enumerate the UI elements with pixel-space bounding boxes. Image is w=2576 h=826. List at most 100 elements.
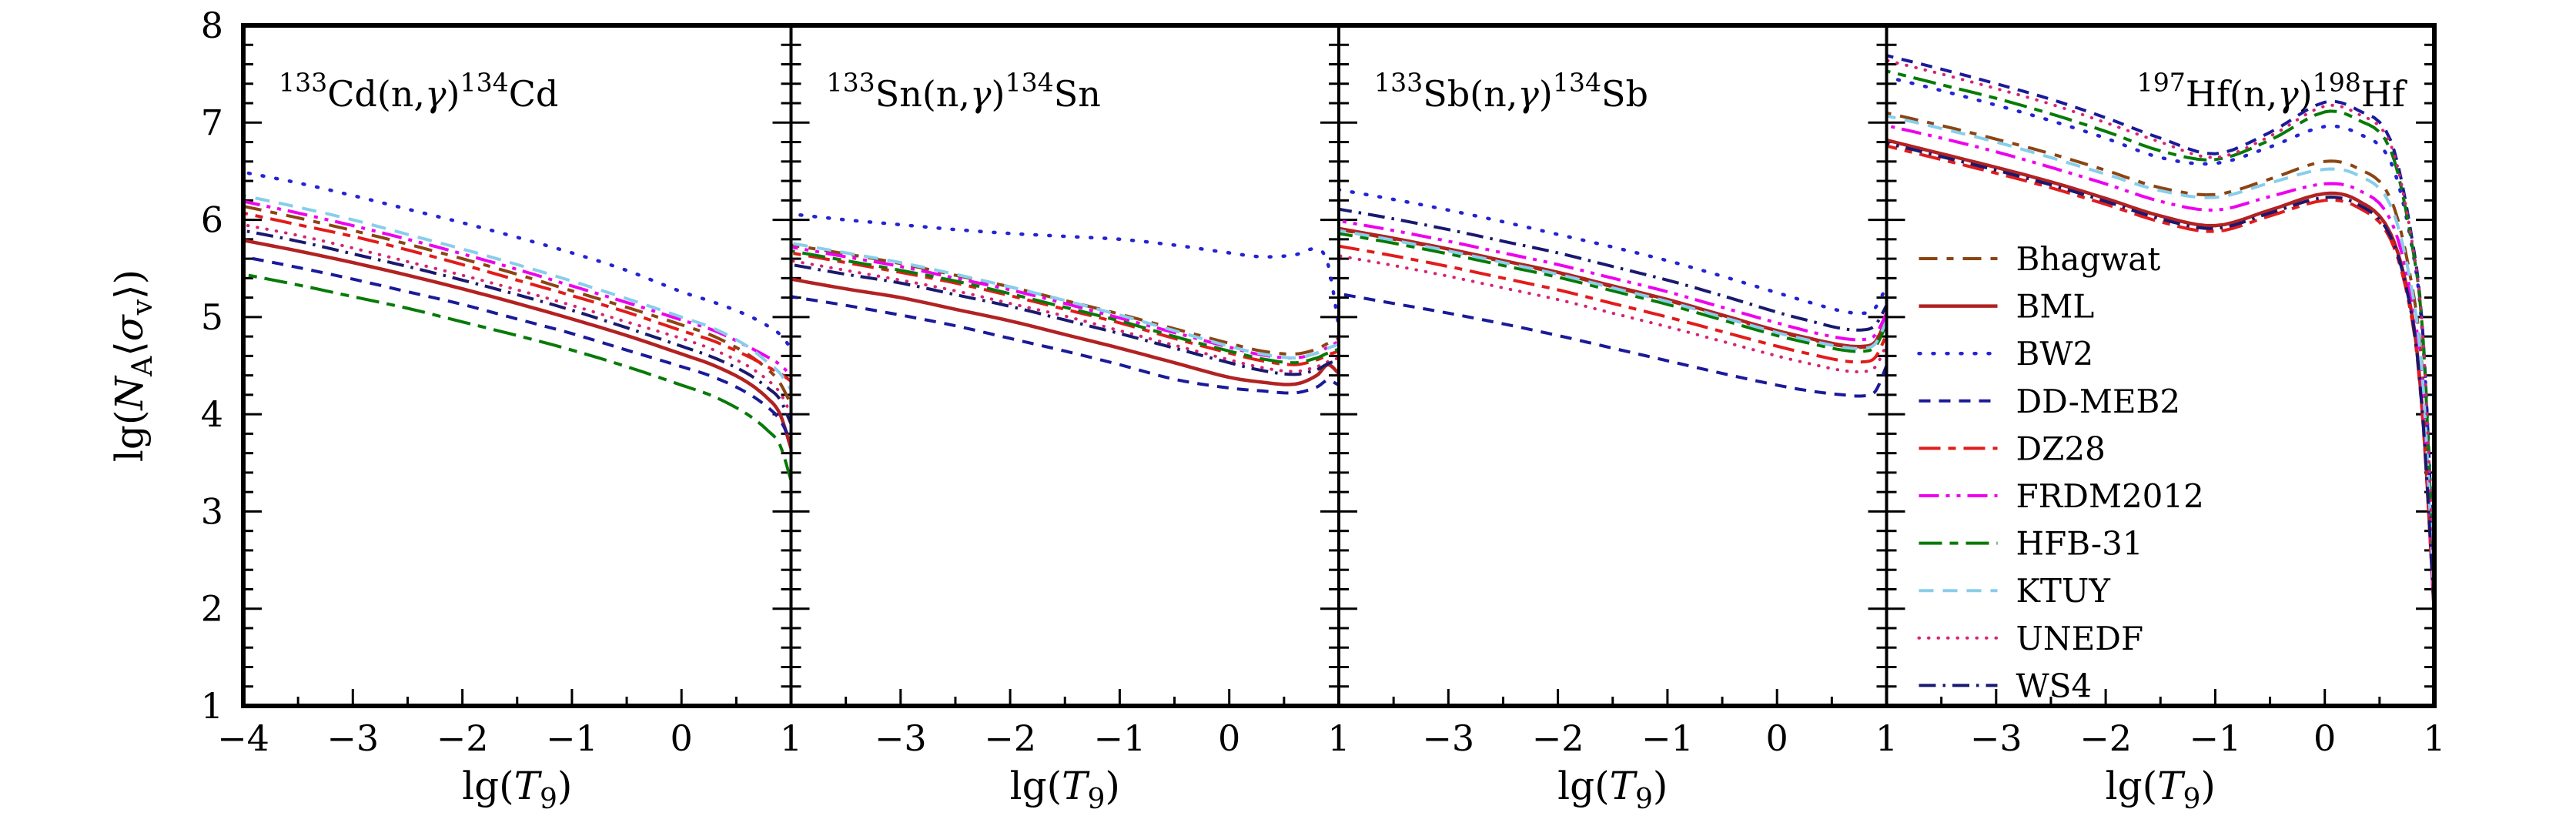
x-axis-label-sb: lg(T9) [1557,764,1668,815]
x-tick-label: −2 [437,717,489,759]
y-tick-label: 5 [201,296,223,338]
x-tick-label: 0 [1218,717,1240,759]
x-tick-label: 1 [1327,717,1350,759]
panel-title-hf: 197Hf(n,γ)198Hf [2137,68,2407,115]
x-tick-label: −2 [1532,717,1584,759]
legend-item-DZ28: DZ28 [1919,430,2106,467]
curve-DD-MEB2-sn [791,295,1338,395]
panel-hf: 197Hf(n,γ)198Hf lg(T9) [1887,54,2434,815]
x-axis-label-sn: lg(T9) [1010,764,1120,815]
legend-label: DZ28 [2016,430,2106,467]
curve-WS4-hf [1887,141,2434,614]
legend-label: KTUY [2016,572,2112,610]
y-tick-label: 6 [201,199,223,241]
curve-BW2-sn [791,212,1338,329]
x-tick-label: −1 [1641,717,1694,759]
x-tick-label: 1 [1875,717,1898,759]
curve-WS4-sn [791,263,1338,376]
legend-item-BW2: BW2 [1917,335,2094,373]
curve-DZ28-sn [791,251,1338,366]
x-tick-label: 0 [671,717,693,759]
legend-label: BW2 [2016,335,2094,373]
curve-BML-sb [1340,226,1886,349]
curve-DD-MEB2-sb [1340,292,1886,398]
legend-label: FRDM2012 [2016,477,2204,515]
curve-UNEDF-cd [244,223,791,416]
curve-KTUY-sn [791,242,1338,359]
curves-sn [791,212,1338,395]
y-tick-label: 3 [201,490,223,532]
curve-KTUY-hf [1887,114,2434,601]
legend-label: HFB-31 [2016,525,2143,563]
curve-BW2-cd [244,170,791,350]
panel-cd: 133Cd(n,γ)134Cd lg(T9) [244,68,791,815]
legend-item-Bhagwat: Bhagwat [1919,240,2161,278]
legend-item-WS4: WS4 [1919,667,2093,704]
x-tick-label: −2 [984,717,1036,759]
curve-DZ28-sb [1340,244,1886,364]
legend-item-BML: BML [1919,288,2095,326]
y-tick-label: 8 [201,5,223,46]
legend-label: WS4 [2016,667,2093,704]
curve-UNEDF-hf [1887,59,2434,591]
x-tick-label: −3 [875,717,927,759]
curve-HFB-31-sn [791,249,1338,365]
curve-FRDM2012-cd [244,199,791,377]
legend-label: DD-MEB2 [2016,383,2181,420]
x-tick-label: 1 [2423,717,2445,759]
x-tick-label: −1 [1093,717,1146,759]
curve-WS4-sb [1340,207,1886,332]
curves-hf [1887,54,2434,617]
curve-DZ28-cd [244,211,791,383]
legend-item-FRDM2012: FRDM2012 [1919,477,2204,515]
curve-BML-sn [791,277,1338,386]
y-tick-label: 7 [201,102,223,143]
curve-FRDM2012-hf [1887,124,2434,609]
axis-tick-labels: 1 2 3 4 5 6 7 8 −4 −3 −2 −1 0 1 −3 −2 −1 0 1 −3 −2 −1 0 1 −3 −2 −1… [201,5,2446,759]
panel-title-sn: 133Sn(n,γ)134Sn [827,68,1101,115]
x-tick-label: −3 [1422,717,1474,759]
curve-Bhagwat-sn [791,243,1338,356]
curves-cd [244,170,791,481]
legend-label: Bhagwat [2016,240,2161,278]
legend-item-DD-MEB2: DD-MEB2 [1919,383,2181,420]
legend: Bhagwat BML BW2 DD-MEB2 DZ28 FRDM2012 HFB-31 KT… [1917,240,2204,704]
x-tick-label: 0 [1766,717,1788,759]
panel-sn: 133Sn(n,γ)134Sn lg(T9) [791,68,1338,815]
x-tick-label: −1 [546,717,598,759]
curve-WS4-cd [244,229,791,425]
y-tick-label: 1 [201,685,223,727]
x-axis-label-hf: lg(T9) [2106,764,2216,815]
x-tick-label: −3 [1970,717,2022,759]
curve-KTUY-cd [244,194,791,391]
curve-HFB-31-sb [1340,232,1886,353]
x-tick-label: −2 [2079,717,2132,759]
x-tick-label: −4 [217,717,269,759]
x-axis-label-cd: lg(T9) [462,764,572,815]
curve-HFB-31-hf [1887,69,2434,594]
x-tick-label: −3 [326,717,379,759]
legend-item-KTUY: KTUY [1919,572,2112,610]
curve-HFB-31-cd [244,273,791,481]
curve-DD-MEB2-hf [1887,54,2434,585]
legend-label: BML [2016,288,2095,326]
y-tick-label: 2 [201,588,223,630]
curve-KTUY-sb [1340,229,1886,350]
legend-item-UNEDF: UNEDF [1917,620,2143,657]
curve-BML-cd [244,239,791,449]
panel-sb: 133Sb(n,γ)134Sb lg(T9) [1340,68,1886,815]
curve-Bhagwat-hf [1887,111,2434,604]
y-tick-label: 4 [201,393,223,435]
x-tick-label: 1 [780,717,802,759]
curve-Bhagwat-cd [244,205,791,406]
panel-title-sb: 133Sb(n,γ)134Sb [1374,68,1648,115]
y-axis-label: lg(NA⟨σv⟩) [107,269,159,462]
legend-item-HFB-31: HFB-31 [1919,525,2143,563]
panel-borders [241,23,2437,708]
x-tick-label: 0 [2313,717,2336,759]
x-tick-label: −1 [2189,717,2241,759]
panel-title-cd: 133Cd(n,γ)134Cd [279,68,558,115]
